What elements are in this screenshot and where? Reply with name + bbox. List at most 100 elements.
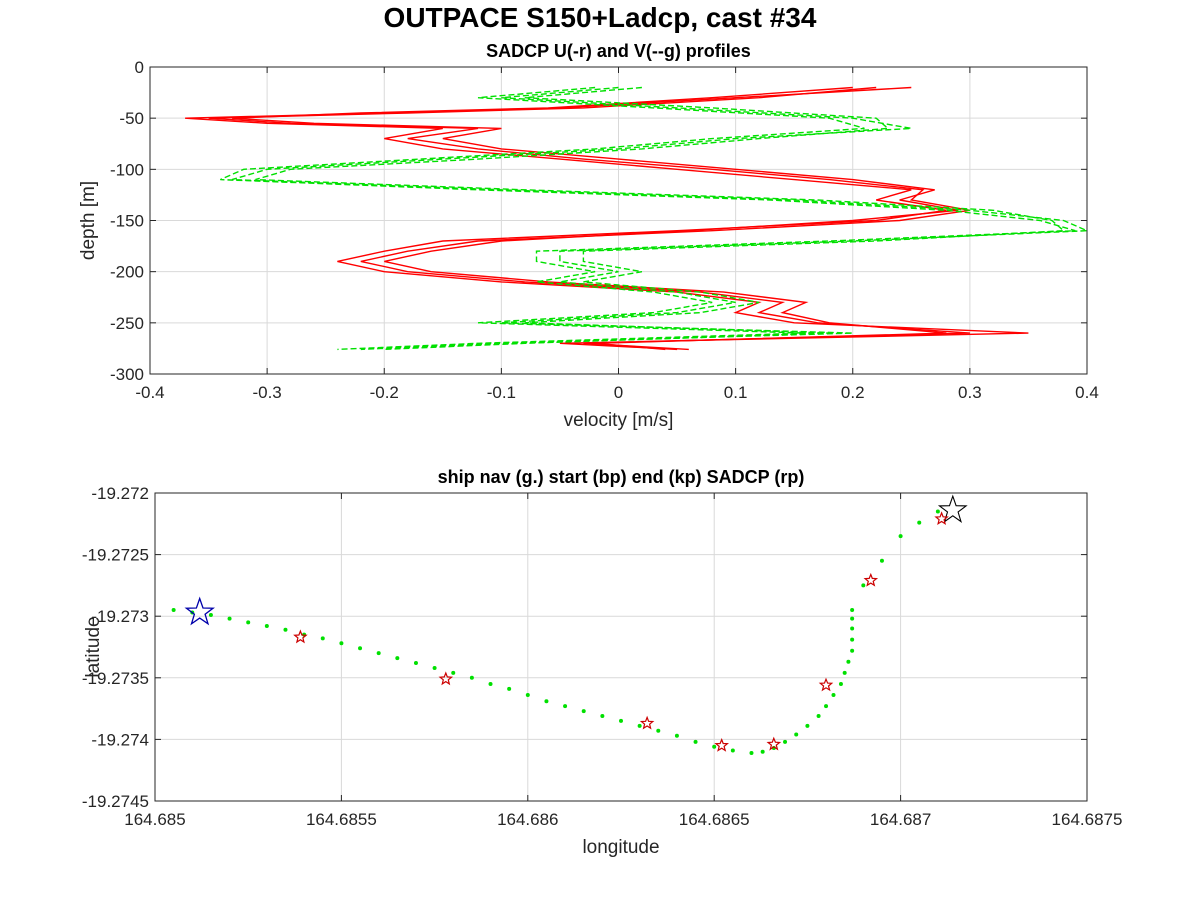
x-tick-label: 164.685 — [124, 810, 185, 829]
sadcp-star-marker — [438, 671, 454, 686]
figure-title: OUTPACE S150+Ladcp, cast #34 — [383, 2, 817, 33]
ship-nav-point — [898, 534, 903, 539]
y-tick-label: -100 — [110, 160, 144, 179]
x-tick-label: 0.3 — [958, 383, 982, 402]
ship-nav-point — [581, 709, 586, 714]
ship-nav-point — [563, 704, 568, 709]
sadcp-star-marker — [863, 572, 879, 587]
sadcp-star-marker — [293, 629, 308, 644]
plot-frame — [154, 492, 1088, 802]
ship-nav-point — [846, 659, 851, 664]
ship-nav-point — [283, 627, 288, 632]
x-tick-label: 0 — [614, 383, 623, 402]
y-tick-label: -200 — [110, 263, 144, 282]
ship-nav-point — [838, 681, 843, 686]
ship-nav-point — [451, 670, 456, 675]
ship-nav-point — [730, 748, 735, 753]
ship-nav-point — [619, 718, 623, 723]
y-tick-label: -19.2745 — [82, 792, 149, 811]
ship-nav-point — [693, 739, 698, 744]
x-tick-label: 0.2 — [841, 383, 865, 402]
ship-nav-point — [879, 558, 884, 563]
y-tick-label: 0 — [135, 58, 144, 77]
ship-nav-point — [208, 612, 213, 617]
u-velocity-profile-line — [231, 86, 959, 351]
y-tick-label: -19.273 — [91, 607, 149, 626]
y-tick-label: -250 — [110, 314, 144, 333]
y-tick-label: -150 — [110, 212, 144, 231]
ship-nav-point — [861, 583, 866, 588]
ship-nav-point — [842, 670, 847, 675]
y-tick-label: -19.2725 — [82, 546, 149, 565]
sadcp-star-marker — [818, 677, 834, 692]
ship-nav-point — [246, 620, 251, 625]
y-tick-label: -19.274 — [91, 730, 149, 749]
x-axis-label: longitude — [582, 837, 659, 858]
ship-nav-point — [413, 661, 418, 666]
ship-nav-point — [525, 693, 530, 698]
ship-nav-point — [831, 693, 836, 698]
ship-nav-point — [264, 624, 269, 629]
x-axis-label: velocity [m/s] — [564, 410, 674, 431]
v-velocity-profile-line — [255, 86, 1066, 351]
y-tick-label: -19.2735 — [82, 669, 149, 688]
plot-title: SADCP U(-r) and V(--g) profiles — [486, 41, 751, 61]
x-tick-label: -0.3 — [252, 383, 281, 402]
sadcp-star-marker — [714, 737, 729, 752]
sadcp-star-marker — [934, 511, 949, 526]
x-tick-label: -0.1 — [487, 383, 516, 402]
x-tick-label: -0.4 — [135, 383, 164, 402]
ship-nav-plot: ship nav (g.) start (bp) end (kp) SADCP … — [82, 467, 1123, 858]
y-axis-label: depth [m] — [78, 181, 99, 260]
ship-nav-point — [656, 728, 661, 733]
ship-nav-point — [935, 509, 940, 514]
ship-nav-point — [469, 675, 474, 680]
y-tick-label: -300 — [110, 365, 144, 384]
ship-nav-point — [637, 723, 642, 728]
ship-nav-point — [783, 739, 788, 744]
ship-nav-point — [507, 686, 512, 691]
ship-nav-point — [600, 713, 605, 718]
ship-nav-point — [674, 733, 679, 738]
ship-nav-point — [712, 744, 717, 749]
ship-nav-point — [358, 646, 363, 651]
x-tick-label: 164.687 — [870, 810, 931, 829]
sadcp-star-marker — [766, 736, 782, 751]
ship-nav-point — [488, 681, 493, 686]
v-velocity-profile-line — [231, 86, 1088, 351]
ship-nav-point — [320, 636, 325, 641]
ship-nav-point — [805, 723, 810, 728]
x-tick-label: -0.2 — [370, 383, 399, 402]
ship-nav-point — [544, 699, 549, 704]
y-axis-label: latitude — [83, 616, 104, 677]
ship-nav-point — [171, 608, 176, 613]
x-tick-label: 0.1 — [724, 383, 748, 402]
ship-nav-point — [376, 651, 381, 656]
ship-nav-point — [432, 665, 437, 670]
plot-title: ship nav (g.) start (bp) end (kp) SADCP … — [438, 467, 805, 487]
ship-nav-point — [917, 520, 922, 525]
x-tick-label: 0.4 — [1075, 383, 1099, 402]
velocity-profile-plot: SADCP U(-r) and V(--g) profiles -0.4 -0.3 -… — [78, 41, 1099, 431]
x-tick-label: 164.6865 — [679, 810, 750, 829]
end-star-marker — [937, 494, 968, 523]
ship-nav-point — [395, 656, 400, 661]
ship-nav-point — [824, 704, 829, 709]
u-velocity-profile-line — [208, 86, 971, 351]
u-velocity-profile-line — [185, 86, 1029, 351]
x-tick-label: 164.6855 — [306, 810, 377, 829]
ship-nav-point — [850, 637, 855, 642]
sadcp-star-marker — [639, 715, 655, 730]
ship-nav-point — [749, 750, 754, 755]
ship-nav-point — [794, 732, 799, 737]
ship-nav-point — [850, 648, 855, 653]
ship-nav-point — [850, 616, 855, 621]
ship-nav-point — [339, 641, 344, 646]
x-tick-label: 164.686 — [497, 810, 558, 829]
x-tick-label: 164.6875 — [1052, 810, 1123, 829]
ship-nav-point — [850, 608, 855, 613]
v-velocity-profile-line — [220, 86, 1076, 351]
start-star-marker — [184, 596, 216, 626]
ship-nav-point — [850, 626, 855, 631]
